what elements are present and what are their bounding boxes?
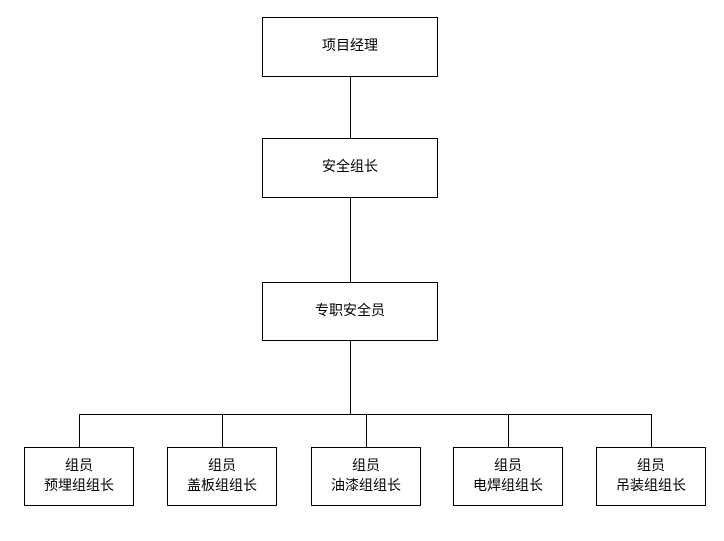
node-line1: 组员 [65,457,93,477]
edge-hbar [79,414,651,415]
node-line1: 组员 [208,457,236,477]
edge-root-to-l2 [350,77,351,138]
node-safety-leader: 安全组长 [262,138,438,198]
edge-drop3 [366,414,367,447]
node-member-cover: 组员 盖板组组长 [167,447,277,506]
node-line1: 组员 [637,457,665,477]
node-line2: 盖板组组长 [187,477,257,497]
node-line1: 组员 [494,457,522,477]
node-member-weld: 组员 电焊组组长 [453,447,563,506]
edge-l3-down [350,341,351,414]
node-safety-officer: 专职安全员 [262,282,438,341]
node-project-manager: 项目经理 [262,17,438,77]
node-member-hoist: 组员 吊装组组长 [596,447,706,506]
edge-drop2 [222,414,223,447]
edge-drop1 [79,414,80,447]
node-line2: 油漆组组长 [331,477,401,497]
node-line2: 电焊组组长 [473,477,543,497]
edge-l2-to-l3 [350,198,351,282]
edge-drop5 [651,414,652,447]
node-label: 专职安全员 [315,302,385,322]
node-label: 安全组长 [322,158,378,178]
edge-drop4 [508,414,509,447]
node-label: 项目经理 [322,37,378,57]
node-line2: 预埋组组长 [44,477,114,497]
node-line1: 组员 [352,457,380,477]
node-member-embedding: 组员 预埋组组长 [24,447,134,506]
node-member-paint: 组员 油漆组组长 [311,447,421,506]
node-line2: 吊装组组长 [616,477,686,497]
